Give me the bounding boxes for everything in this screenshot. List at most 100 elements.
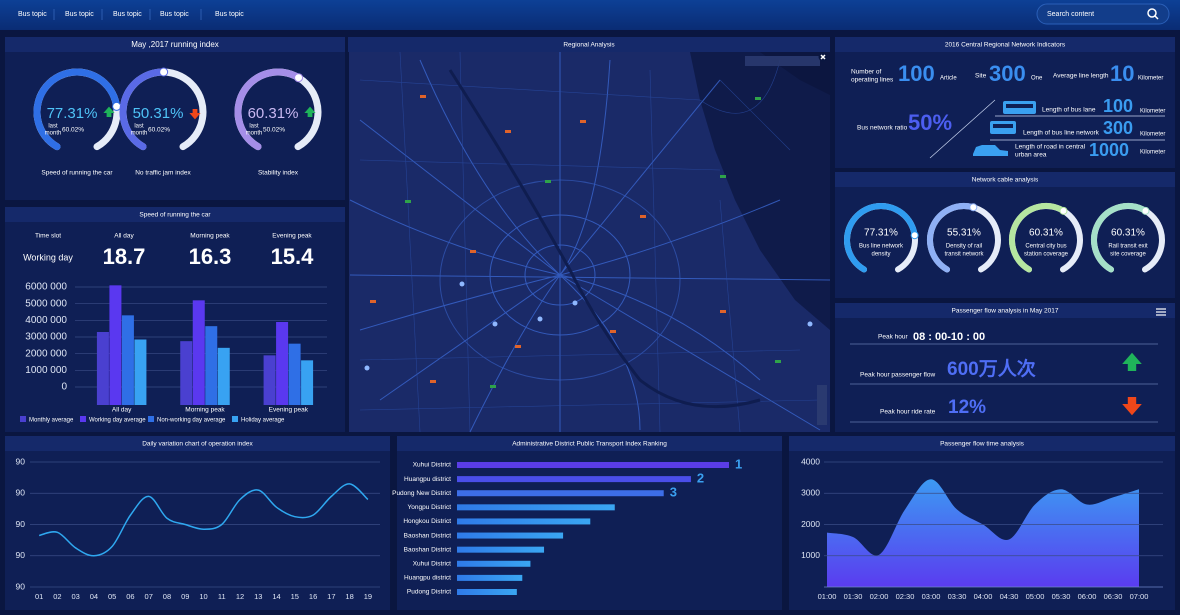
gauge-arc: [1091, 203, 1149, 273]
last-month-label: month: [246, 131, 263, 137]
x-tick-label: 07: [145, 592, 153, 601]
search-icon[interactable]: [1147, 8, 1159, 20]
nav-tab[interactable]: Bus topic: [215, 11, 244, 18]
panel: [5, 37, 345, 200]
gauge-name: No traffic jam index: [135, 170, 191, 177]
menu-icon[interactable]: [1156, 308, 1166, 316]
bar: [457, 574, 523, 581]
last-month-label: month: [131, 131, 148, 137]
x-tick-label: 04:30: [1000, 592, 1019, 601]
gauge-name: Density of rail: [946, 244, 982, 250]
x-tick-label: 07:00: [1130, 592, 1149, 601]
indicator-value: 100: [898, 61, 935, 86]
panel-title: Passenger flow time analysis: [940, 441, 1025, 448]
nav-tab[interactable]: Bus topic: [18, 11, 47, 18]
legend-swatch: [232, 416, 238, 422]
x-tick-label: 13: [254, 592, 262, 601]
length-unit: Kilometer: [1140, 150, 1165, 156]
x-tick-label: 06:30: [1104, 592, 1123, 601]
bar: [217, 347, 230, 405]
y-tick-label: Huangpu district: [404, 476, 451, 483]
bar: [301, 360, 314, 405]
gauge-arc: [234, 68, 303, 151]
gauge-name: Rail transit exit: [1108, 244, 1148, 250]
panel-header: [5, 207, 345, 222]
nav-tab[interactable]: Bus topic: [160, 11, 189, 18]
indicator-unit: Kilometer: [1138, 76, 1163, 82]
bar: [96, 332, 109, 405]
ride-rate-value: 12%: [948, 397, 986, 418]
gauge-knob: [969, 203, 978, 212]
indicator-value: 10: [1110, 61, 1134, 86]
nav-tab[interactable]: Bus topic: [65, 11, 94, 18]
x-tick-label: 03:30: [948, 592, 967, 601]
gauge-arc: [119, 68, 168, 151]
last-month-label: month: [45, 131, 62, 137]
bar: [192, 300, 205, 405]
y-tick-label: 4000: [801, 456, 820, 466]
bar: [288, 343, 301, 405]
ratio-value: 50%: [908, 110, 952, 135]
length-label: urban area: [1015, 152, 1047, 159]
x-tick-label: 17: [327, 592, 335, 601]
ride-rate-label: Peak hour ride rate: [880, 409, 936, 416]
nav-tab[interactable]: Bus topic: [113, 11, 142, 18]
panel-header: [835, 303, 1175, 318]
panel-header: [5, 37, 345, 52]
gauge-knob: [910, 231, 919, 240]
table-cell: 18.7: [103, 244, 146, 269]
trend-arrow: [103, 106, 115, 117]
ratio-label: Bus network ratio: [857, 125, 908, 132]
x-tick-label: 03: [71, 592, 79, 601]
indicator-label: Site: [975, 73, 987, 80]
bar: [457, 490, 664, 497]
map-close[interactable]: [818, 52, 828, 62]
x-tick-label: 05:30: [1052, 592, 1071, 601]
bar: [457, 462, 729, 468]
bar: [457, 518, 591, 525]
panel-header: [397, 436, 782, 451]
legend-label: Non-working day average: [157, 418, 226, 424]
rank-label: 1: [735, 456, 742, 471]
length-label: Length of road in central: [1015, 144, 1086, 151]
gauge-name: Central city bus: [1025, 244, 1066, 250]
length-value: 1000: [1089, 140, 1129, 160]
x-tick-label: 15: [291, 592, 299, 601]
y-tick-label: Xuhui District: [413, 462, 451, 469]
legend-swatch: [80, 416, 86, 422]
panel-title: 2016 Central Regional Network Indicators: [945, 42, 1066, 49]
bar: [276, 322, 289, 405]
table-header: Morning peak: [190, 233, 230, 240]
y-tick-label: Hongkou District: [403, 518, 451, 525]
area: [827, 479, 1139, 587]
x-tick-label: Evening peak: [269, 407, 309, 414]
indicator-label: Number of: [851, 69, 882, 76]
y-tick-label: 5000 000: [25, 298, 67, 309]
y-tick-label: Xuhui District: [413, 560, 451, 567]
x-tick-label: 14: [272, 592, 280, 601]
table-header: Time slot: [35, 233, 61, 240]
table-header: All day: [114, 233, 134, 240]
search-box[interactable]: [1036, 3, 1170, 25]
x-tick-label: 06:00: [1078, 592, 1097, 601]
y-tick-label: Baoshan District: [404, 532, 452, 539]
bar: [121, 315, 134, 405]
ride-rate-trend: [1122, 397, 1142, 416]
gauge-knob: [294, 73, 304, 83]
gauge-name: density: [871, 252, 890, 258]
panel-title: Passenger flow analysis in May 2017: [952, 308, 1059, 315]
y-tick-label: 90: [16, 488, 26, 498]
panel-title: Network cable analysis: [972, 177, 1039, 184]
panel-header: [835, 37, 1175, 52]
x-tick-label: 09: [181, 592, 189, 601]
y-tick-label: 3000: [801, 488, 820, 498]
x-tick-label: 01:00: [818, 592, 837, 601]
network-decor: [929, 99, 1165, 159]
trend-arrow: [304, 106, 316, 117]
x-tick-label: 02:30: [896, 592, 915, 601]
y-tick-label: Huangpu district: [404, 575, 451, 582]
panel: [5, 436, 390, 610]
legend-label: Monthly average: [29, 418, 74, 424]
flow-trend: [1122, 352, 1142, 371]
